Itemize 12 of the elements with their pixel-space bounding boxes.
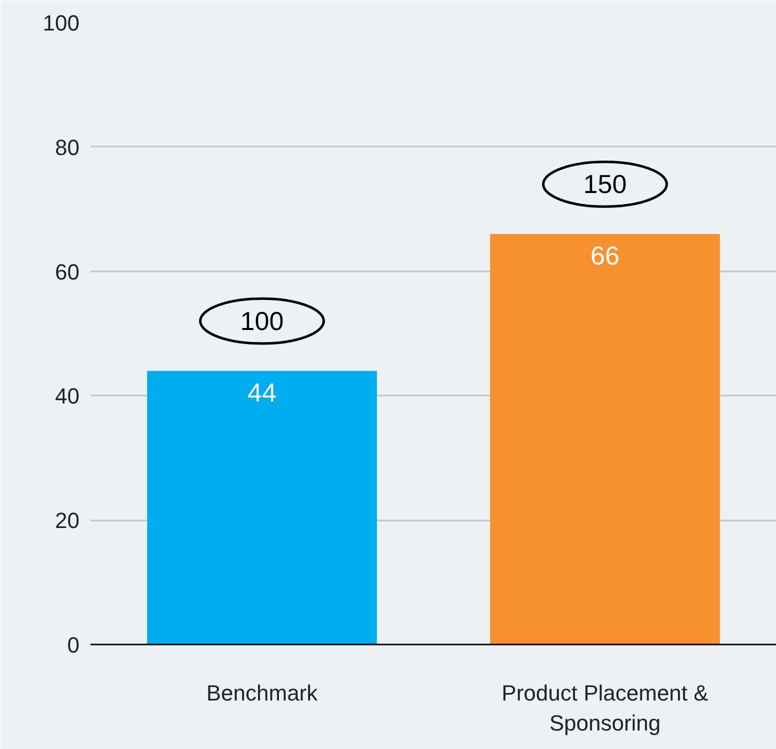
y-tick-label: 40	[55, 384, 80, 409]
x-tick-label: Product Placement & Sponsoring	[502, 680, 709, 736]
y-tick-label: 60	[55, 259, 80, 284]
x-tick-label: Benchmark	[206, 680, 319, 706]
data-label: 66	[590, 240, 620, 270]
y-tick-label: 80	[55, 134, 80, 160]
annotation: 100	[240, 306, 284, 336]
data-label: 44	[248, 377, 276, 408]
annotation: 150	[583, 169, 627, 200]
y-tick-label: 100	[42, 10, 80, 36]
y-tick-label: 20	[55, 508, 80, 534]
y-tick-label: 0	[67, 632, 80, 658]
